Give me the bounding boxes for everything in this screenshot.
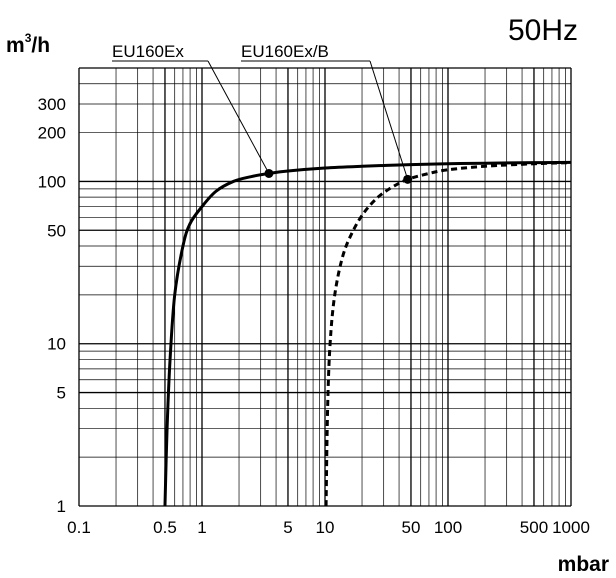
series-group: [163, 160, 572, 507]
x-tick-label: 500: [520, 518, 548, 537]
x-axis-label: mbar: [558, 553, 609, 576]
y-tick-label: 1: [57, 497, 66, 516]
series-annotation-label: EU160Ex/B: [241, 42, 329, 61]
chart-title: 50Hz: [508, 14, 578, 47]
y-tick-label: 300: [38, 95, 66, 114]
x-tick-label: 10: [316, 518, 335, 537]
x-tick-label: 50: [402, 518, 421, 537]
y-tick-label: 50: [47, 221, 66, 240]
annotation-leader-line: [207, 60, 270, 174]
y-axis-label-base: m: [6, 34, 25, 57]
y-tick-labels: 1 5 10 50 100 200 300: [38, 95, 66, 516]
series-annotation-label: EU160Ex: [112, 42, 184, 61]
annotation-leader-line: [369, 60, 409, 180]
x-tick-label: 1000: [552, 518, 590, 537]
y-axis-label: m3/h: [6, 31, 50, 57]
x-tick-label: 5: [283, 518, 292, 537]
x-tick-label: 0.1: [67, 518, 91, 537]
y-axis-label-tail: /h: [31, 34, 50, 57]
series-annotations: EU160Ex EU160Ex/B: [112, 42, 409, 180]
y-tick-label: 10: [47, 335, 66, 354]
y-axis-label-sup: 3: [25, 31, 32, 45]
x-tick-labels: 0.1 0.5 1 5 10 50 100 500 1000: [67, 518, 590, 537]
y-tick-label: 200: [38, 124, 66, 143]
grid-lines: [78, 67, 572, 507]
y-tick-label: 100: [38, 172, 66, 191]
series-line-eu160ex-b: [324, 161, 572, 507]
y-tick-label: 5: [57, 384, 66, 403]
x-tick-label: 0.5: [153, 518, 177, 537]
x-tick-label: 100: [434, 518, 462, 537]
series-line-eu160ex: [163, 160, 572, 507]
x-tick-label: 1: [197, 518, 206, 537]
